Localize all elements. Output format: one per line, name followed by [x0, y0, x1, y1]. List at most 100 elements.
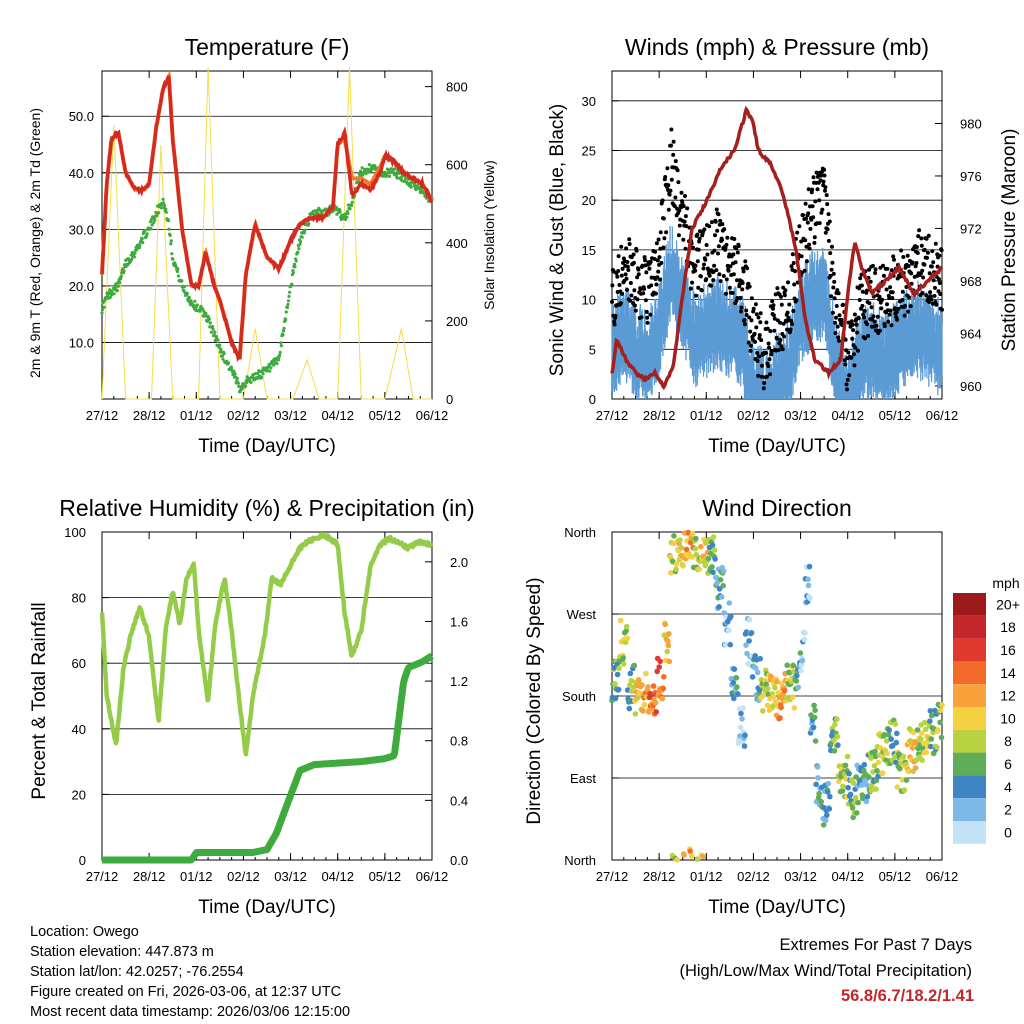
winds-gust-point: [711, 278, 716, 283]
winds-gust-point: [865, 322, 870, 327]
temperature-dewpoint-point: [389, 167, 393, 171]
direction-direction-point: [738, 710, 744, 717]
winds-gust-point: [620, 266, 625, 271]
temperature-dewpoint-point: [221, 357, 225, 361]
temperature-dewpoint-point: [240, 384, 244, 389]
direction-direction-point: [668, 570, 674, 576]
humidity-xtick-label: 01/12: [180, 869, 213, 884]
winds-gust-point: [881, 273, 886, 278]
winds-gust-point: [755, 359, 760, 363]
temperature-dewpoint-point: [187, 296, 191, 300]
direction-xtick-label: 27/12: [596, 869, 629, 884]
winds-gust-point: [759, 338, 764, 343]
temperature-dewpoint-point: [193, 299, 197, 303]
direction-direction-point: [834, 716, 840, 722]
winds-gust-point: [872, 319, 877, 324]
winds-gust-point: [723, 245, 728, 250]
direction-direction-point: [825, 780, 832, 787]
temperature-dewpoint-point: [303, 228, 307, 232]
direction-xtick-label: 04/12: [831, 869, 864, 884]
temperature-dewpoint-point: [112, 292, 116, 296]
winds-xtick-label: 02/12: [737, 408, 770, 423]
direction-direction-point: [687, 848, 693, 855]
winds-gust-point: [704, 243, 709, 247]
winds-gust-point: [691, 245, 695, 250]
winds-gust-point: [873, 271, 878, 275]
temperature-xtick-label: 03/12: [274, 408, 307, 423]
direction-direction-point: [627, 670, 634, 677]
direction-direction-point: [928, 736, 935, 742]
temperature-ytick-right-label: 0: [446, 392, 453, 407]
winds-gust-point: [789, 318, 794, 323]
winds-gust-point: [635, 297, 640, 302]
direction-direction-point: [921, 719, 928, 726]
temperature-dewpoint-point: [162, 201, 166, 205]
direction-direction-point: [764, 702, 771, 709]
winds-gust-point: [735, 278, 739, 283]
direction-ytick-label: North: [564, 525, 596, 540]
temperature-dewpoint-point: [299, 240, 303, 244]
temperature-dewpoint-point: [307, 222, 311, 226]
winds-gust-point: [695, 232, 700, 237]
temperature-dewpoint-point: [201, 307, 205, 311]
winds-gust-point: [892, 257, 896, 262]
winds-gust-point: [920, 291, 925, 295]
winds-gust-point: [654, 291, 658, 296]
winds-gust-point: [663, 175, 668, 179]
direction-direction-point: [772, 685, 778, 691]
direction-direction-point: [893, 739, 900, 746]
direction-direction-point: [899, 777, 906, 783]
temperature-dewpoint-point: [219, 347, 223, 351]
winds-gust-point: [635, 275, 640, 280]
winds-gust-point: [762, 381, 767, 385]
temperature-dewpoint-point: [302, 231, 306, 235]
winds-gust-point: [676, 233, 681, 238]
winds-gust-point: [742, 322, 747, 327]
direction-direction-point: [822, 817, 829, 824]
winds-ytick-right-label: 976: [960, 169, 982, 184]
temperature-dewpoint-point: [138, 243, 142, 247]
direction-direction-point: [754, 669, 761, 676]
direction-direction-point: [874, 768, 880, 774]
temperature-xtick-label: 04/12: [321, 408, 354, 423]
direction-direction-point: [692, 546, 699, 552]
direction-direction-point: [914, 727, 921, 733]
winds-gust-point: [802, 268, 807, 273]
temperature-dewpoint-point: [222, 352, 226, 356]
humidity-frame: [101, 531, 433, 861]
winds-gust-point: [831, 271, 836, 276]
direction-legend-swatch: [953, 798, 986, 821]
humidity-precip-line: [99, 652, 435, 864]
winds-gust-point: [830, 244, 834, 249]
winds-gust-point: [771, 313, 776, 318]
winds-gust-point: [740, 287, 745, 292]
winds-gust-point: [624, 276, 629, 281]
winds-gust-point: [738, 309, 743, 314]
winds-gust-point: [633, 308, 638, 313]
winds-gust-point: [778, 320, 783, 325]
winds-gust-point: [757, 354, 761, 359]
winds-gust-point: [749, 296, 754, 301]
winds-gust-point: [875, 314, 880, 319]
winds-gust-point: [756, 373, 761, 378]
temperature-dewpoint-point: [167, 219, 171, 223]
winds-gust-point: [854, 322, 859, 327]
winds-gust-point: [618, 301, 623, 306]
temperature-dewpoint-point: [192, 303, 196, 308]
direction-direction-point: [893, 759, 899, 766]
direction-legend-label: 2: [1004, 802, 1012, 818]
winds-gust-point: [851, 328, 856, 333]
winds-title: Winds (mph) & Pressure (mb): [625, 34, 929, 60]
direction-direction-point: [871, 763, 878, 769]
winds-ytick-right-label: 964: [960, 326, 982, 341]
winds-gust-point: [696, 285, 701, 290]
direction-direction-point: [791, 705, 798, 711]
winds-gust-point: [632, 260, 636, 265]
direction-direction-point: [760, 692, 767, 699]
winds-gust-point: [775, 336, 779, 341]
temperature-dewpoint-point: [261, 372, 265, 376]
winds-gust-point: [919, 243, 924, 248]
winds-gust-point: [739, 305, 744, 310]
winds-gust-point: [837, 338, 841, 343]
temperature-dewpoint-point: [284, 318, 288, 322]
